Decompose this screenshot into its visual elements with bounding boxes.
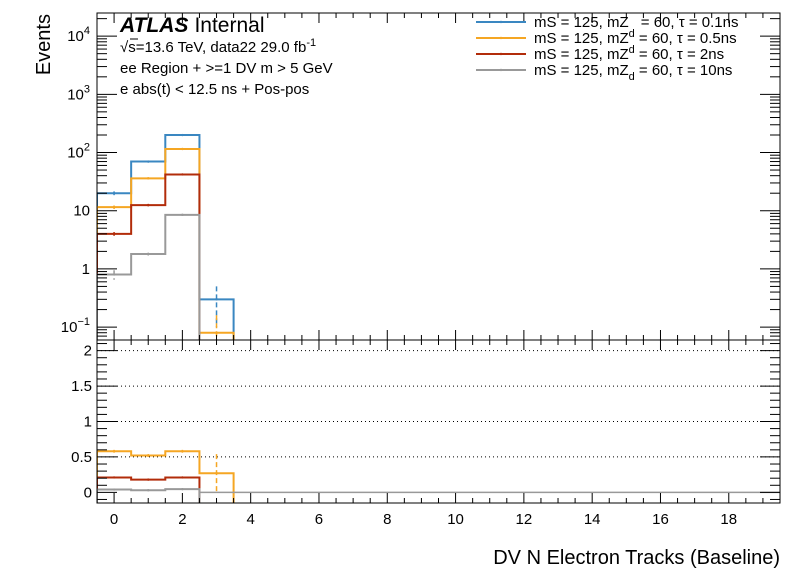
data-point xyxy=(112,273,116,276)
ratio-point xyxy=(112,488,116,491)
data-point xyxy=(147,160,150,163)
ratio-point xyxy=(147,478,150,481)
data-point xyxy=(147,203,150,207)
legend-marker xyxy=(499,20,503,24)
y-axis-label: Events xyxy=(33,14,55,75)
top-panel-series xyxy=(97,133,235,340)
ratio-y-tick-label: 1 xyxy=(84,414,92,431)
ratio-y-tick-label: 1.5 xyxy=(71,378,92,395)
legend-marker xyxy=(499,52,503,56)
data-point xyxy=(112,232,116,236)
y-tick-label: 102 xyxy=(67,142,90,162)
legend-entry-3: mS = 125, mZd = 60, τ = 10ns xyxy=(534,62,732,83)
energy-label: √s=13.6 TeV, data22 29.0 fb-1 xyxy=(120,37,316,56)
data-point xyxy=(215,331,218,334)
ratio-point xyxy=(112,450,116,453)
ratio-y-tick-label: 2 xyxy=(84,343,92,360)
data-point xyxy=(147,252,150,256)
x-tick-label: 12 xyxy=(516,511,533,528)
region-label: ee Region + >=1 DV m > 5 GeV xyxy=(120,60,333,77)
ratio-point xyxy=(215,472,218,475)
y-tick-label: 10−1 xyxy=(61,316,90,336)
ratio-point xyxy=(181,450,184,453)
y-tick-label: 103 xyxy=(67,83,90,103)
x-axis-label: DV N Electron Tracks (Baseline) xyxy=(493,547,780,569)
ratio-y-tick-label: 0 xyxy=(84,484,92,501)
cut-label: e abs(t) < 12.5 ns + Pos-pos xyxy=(120,81,309,98)
ratio-point xyxy=(181,487,184,491)
data-point xyxy=(215,298,218,301)
ratio-point xyxy=(112,476,116,479)
legend-marker xyxy=(499,36,503,40)
data-point xyxy=(112,205,116,209)
ratio-y-tick-label: 0.5 xyxy=(71,449,92,466)
legend-marker xyxy=(499,68,503,72)
x-tick-label: 14 xyxy=(584,511,601,528)
x-tick-label: 16 xyxy=(652,511,669,528)
ratio-panel-series xyxy=(97,449,780,503)
y-tick-label: 1 xyxy=(82,261,90,278)
ratio-point xyxy=(147,489,150,492)
x-tick-label: 0 xyxy=(110,511,118,528)
x-tick-label: 4 xyxy=(247,511,255,528)
legend-entry-2: mS = 125, mZd = 60, τ = 2ns xyxy=(534,44,724,63)
y-tick-label: 104 xyxy=(67,25,90,45)
x-tick-label: 8 xyxy=(383,511,391,528)
legend-entry-1: mS = 125, mZd = 60, τ = 0.5ns xyxy=(534,28,737,47)
legend-entry-0: mS = 125, mZ = 60, τ = 0.1ns xyxy=(534,14,738,31)
data-point xyxy=(181,147,184,151)
data-point xyxy=(147,177,150,180)
ratio-point xyxy=(181,476,184,479)
y-tick-label: 10 xyxy=(73,203,90,220)
data-point xyxy=(112,192,116,195)
x-tick-label: 2 xyxy=(178,511,186,528)
atlas-label: ATLAS Internal xyxy=(119,14,264,37)
hist-series-2 xyxy=(97,173,201,340)
x-tick-label: 10 xyxy=(447,511,464,528)
data-point xyxy=(181,213,184,217)
data-point xyxy=(181,133,184,137)
ratio-point xyxy=(147,454,150,457)
data-point xyxy=(181,173,184,176)
x-tick-label: 18 xyxy=(720,511,737,528)
x-tick-label: 6 xyxy=(315,511,323,528)
